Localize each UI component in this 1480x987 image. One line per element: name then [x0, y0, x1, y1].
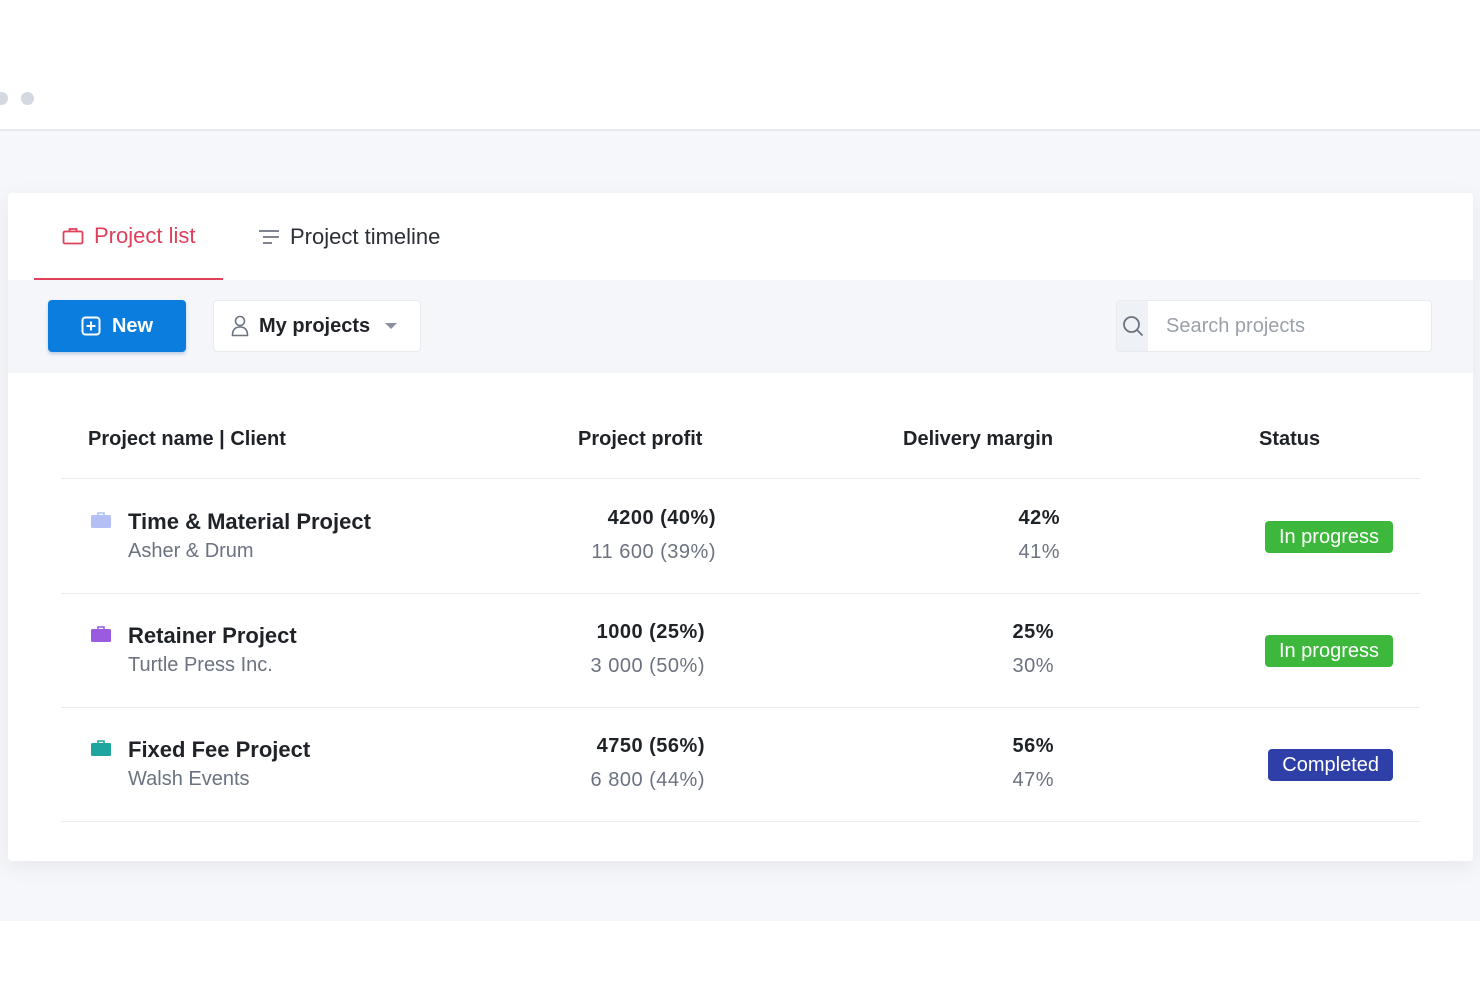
column-header-name[interactable]: Project name | Client: [88, 428, 286, 450]
delivery-margin-secondary: 41%: [1018, 541, 1060, 563]
project-client: Turtle Press Inc.: [128, 654, 273, 676]
project-client: Asher & Drum: [128, 540, 254, 562]
delivery-margin-secondary: 47%: [1012, 769, 1054, 791]
user-icon: [231, 315, 249, 337]
table-row[interactable]: Fixed Fee Project Walsh Events 4750 (56%…: [61, 708, 1420, 822]
table-header: Project name | Client Project profit Del…: [61, 373, 1420, 479]
status-badge: Completed: [1268, 749, 1393, 781]
tab-project-list[interactable]: Project list: [34, 193, 224, 280]
toolbar: New My projects: [8, 280, 1473, 373]
chevron-down-icon: [384, 321, 398, 331]
status-badge: In progress: [1264, 635, 1393, 667]
timeline-icon: [258, 226, 280, 248]
tab-project-timeline-label: Project timeline: [290, 223, 441, 249]
project-profit: 1000 (25%): [596, 621, 705, 643]
project-name[interactable]: Retainer Project: [128, 623, 297, 648]
window-control-dot[interactable]: [0, 92, 8, 105]
project-bag-icon: [91, 740, 111, 756]
new-project-label: New: [111, 314, 154, 337]
delivery-margin: 42%: [1018, 507, 1060, 529]
my-projects-dropdown[interactable]: My projects: [213, 300, 421, 352]
my-projects-label: My projects: [259, 314, 371, 337]
window-control-dot[interactable]: [21, 92, 34, 105]
window-titlebar: [0, 0, 1480, 131]
delivery-margin: 25%: [1012, 621, 1054, 643]
delivery-margin: 56%: [1012, 735, 1054, 757]
column-header-profit[interactable]: Project profit: [578, 428, 703, 450]
projects-panel: Project list Project timeline N: [8, 193, 1473, 861]
project-profit-secondary: 11 600 (39%): [591, 541, 716, 563]
project-bag-icon: [91, 512, 111, 528]
table-row[interactable]: Time & Material Project Asher & Drum 420…: [61, 480, 1420, 594]
project-bag-icon: [91, 626, 111, 642]
column-header-margin[interactable]: Delivery margin: [903, 428, 1054, 450]
tab-project-timeline[interactable]: Project timeline: [258, 193, 440, 280]
project-profit: 4200 (40%): [607, 507, 716, 529]
plus-square-icon: [81, 316, 101, 336]
tab-bar: Project list Project timeline: [8, 193, 1473, 280]
project-profit-secondary: 6 800 (44%): [590, 769, 705, 791]
search-box: [1116, 300, 1432, 352]
new-project-button[interactable]: New: [48, 300, 186, 352]
project-profit-secondary: 3 000 (50%): [590, 655, 705, 677]
column-header-status[interactable]: Status: [1259, 428, 1321, 450]
table-row[interactable]: Retainer Project Turtle Press Inc. 1000 …: [61, 594, 1420, 708]
project-profit: 4750 (56%): [596, 735, 705, 757]
search-input[interactable]: [1148, 301, 1431, 351]
briefcase-icon: [62, 225, 84, 247]
search-icon[interactable]: [1117, 301, 1148, 351]
project-name[interactable]: Time & Material Project: [128, 509, 371, 534]
project-name[interactable]: Fixed Fee Project: [128, 737, 311, 762]
project-client: Walsh Events: [128, 768, 250, 790]
tab-project-list-label: Project list: [94, 222, 196, 248]
delivery-margin-secondary: 30%: [1012, 655, 1054, 677]
status-badge: In progress: [1264, 521, 1393, 553]
